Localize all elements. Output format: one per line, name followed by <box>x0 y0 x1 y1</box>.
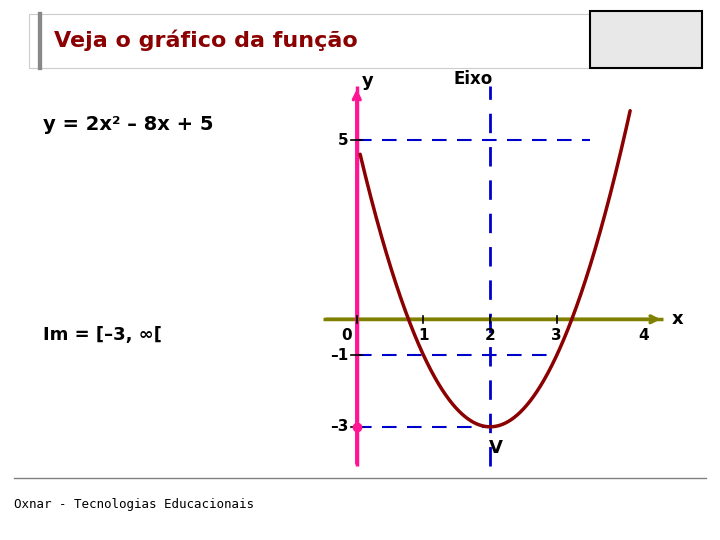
Text: Im = [–3, ∞[: Im = [–3, ∞[ <box>43 326 162 344</box>
Text: y: y <box>362 72 374 90</box>
Text: Veja o gráfico da função: Veja o gráfico da função <box>54 30 358 51</box>
Text: V: V <box>489 440 503 457</box>
Text: Veja o gráfico da função: Veja o gráfico da função <box>54 30 358 51</box>
Text: Oxnar - Tecnologias Educacionais: Oxnar - Tecnologias Educacionais <box>14 498 254 511</box>
Text: 1: 1 <box>418 328 428 343</box>
Text: 2: 2 <box>485 328 495 343</box>
Text: Eixo: Eixo <box>454 70 492 88</box>
Text: 3: 3 <box>552 328 562 343</box>
Text: 4: 4 <box>638 328 649 343</box>
Text: x: x <box>672 310 683 328</box>
Text: y = 2x² – 8x + 5: y = 2x² – 8x + 5 <box>43 114 214 134</box>
Text: –3: –3 <box>330 419 348 434</box>
Text: 0: 0 <box>341 328 351 343</box>
Text: 5: 5 <box>338 133 348 147</box>
Text: –1: –1 <box>330 348 348 363</box>
